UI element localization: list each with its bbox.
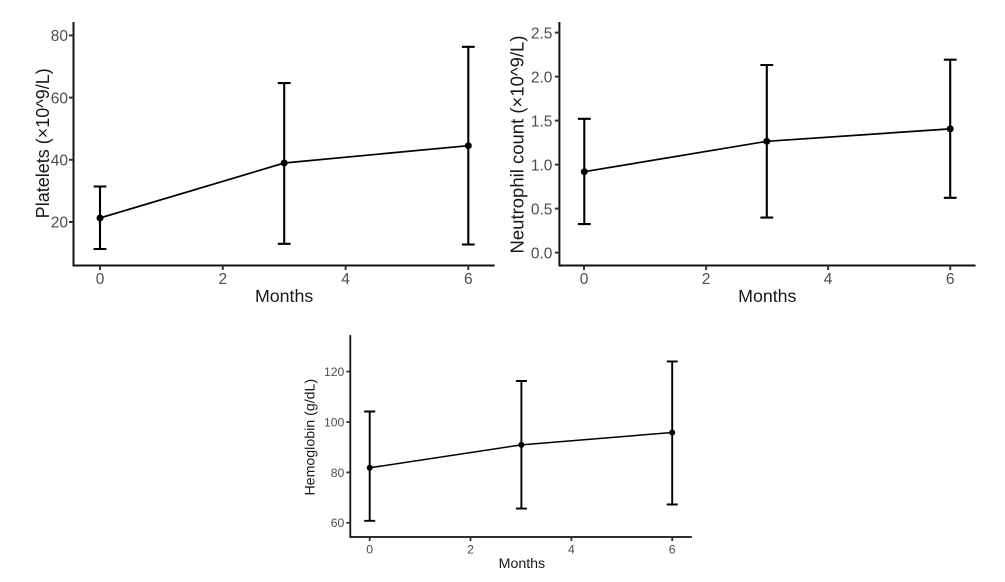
svg-text:120: 120 (324, 365, 345, 379)
svg-text:0: 0 (580, 271, 589, 288)
svg-text:0.5: 0.5 (531, 201, 553, 218)
svg-text:40: 40 (51, 153, 69, 170)
svg-text:0: 0 (96, 271, 105, 288)
svg-text:Months: Months (499, 556, 546, 572)
svg-text:4: 4 (824, 271, 833, 288)
svg-text:80: 80 (331, 466, 345, 480)
svg-text:Neutrophil count (×10^9/L): Neutrophil count (×10^9/L) (507, 36, 528, 254)
svg-text:60: 60 (331, 516, 345, 530)
svg-text:2: 2 (467, 542, 474, 556)
svg-text:60: 60 (51, 90, 69, 107)
svg-text:Months: Months (255, 286, 313, 306)
svg-text:2: 2 (218, 271, 227, 288)
svg-text:80: 80 (51, 28, 69, 45)
svg-text:1.0: 1.0 (531, 157, 553, 174)
svg-text:4: 4 (341, 271, 350, 288)
svg-text:2.0: 2.0 (531, 69, 553, 86)
svg-text:1.5: 1.5 (531, 113, 553, 130)
svg-text:100: 100 (324, 415, 345, 429)
svg-text:0: 0 (366, 542, 373, 556)
svg-text:6: 6 (946, 271, 955, 288)
svg-text:6: 6 (669, 542, 676, 556)
svg-text:Platelets (×10^9/L): Platelets (×10^9/L) (33, 68, 53, 218)
svg-text:6: 6 (464, 271, 473, 288)
svg-text:Months: Months (738, 286, 796, 306)
svg-text:0.0: 0.0 (531, 245, 553, 262)
svg-text:2: 2 (702, 271, 711, 288)
svg-text:20: 20 (51, 215, 69, 232)
svg-text:4: 4 (568, 542, 575, 556)
svg-text:Hemoglobin (g/dL): Hemoglobin (g/dL) (303, 379, 319, 496)
svg-text:2.5: 2.5 (531, 25, 553, 42)
